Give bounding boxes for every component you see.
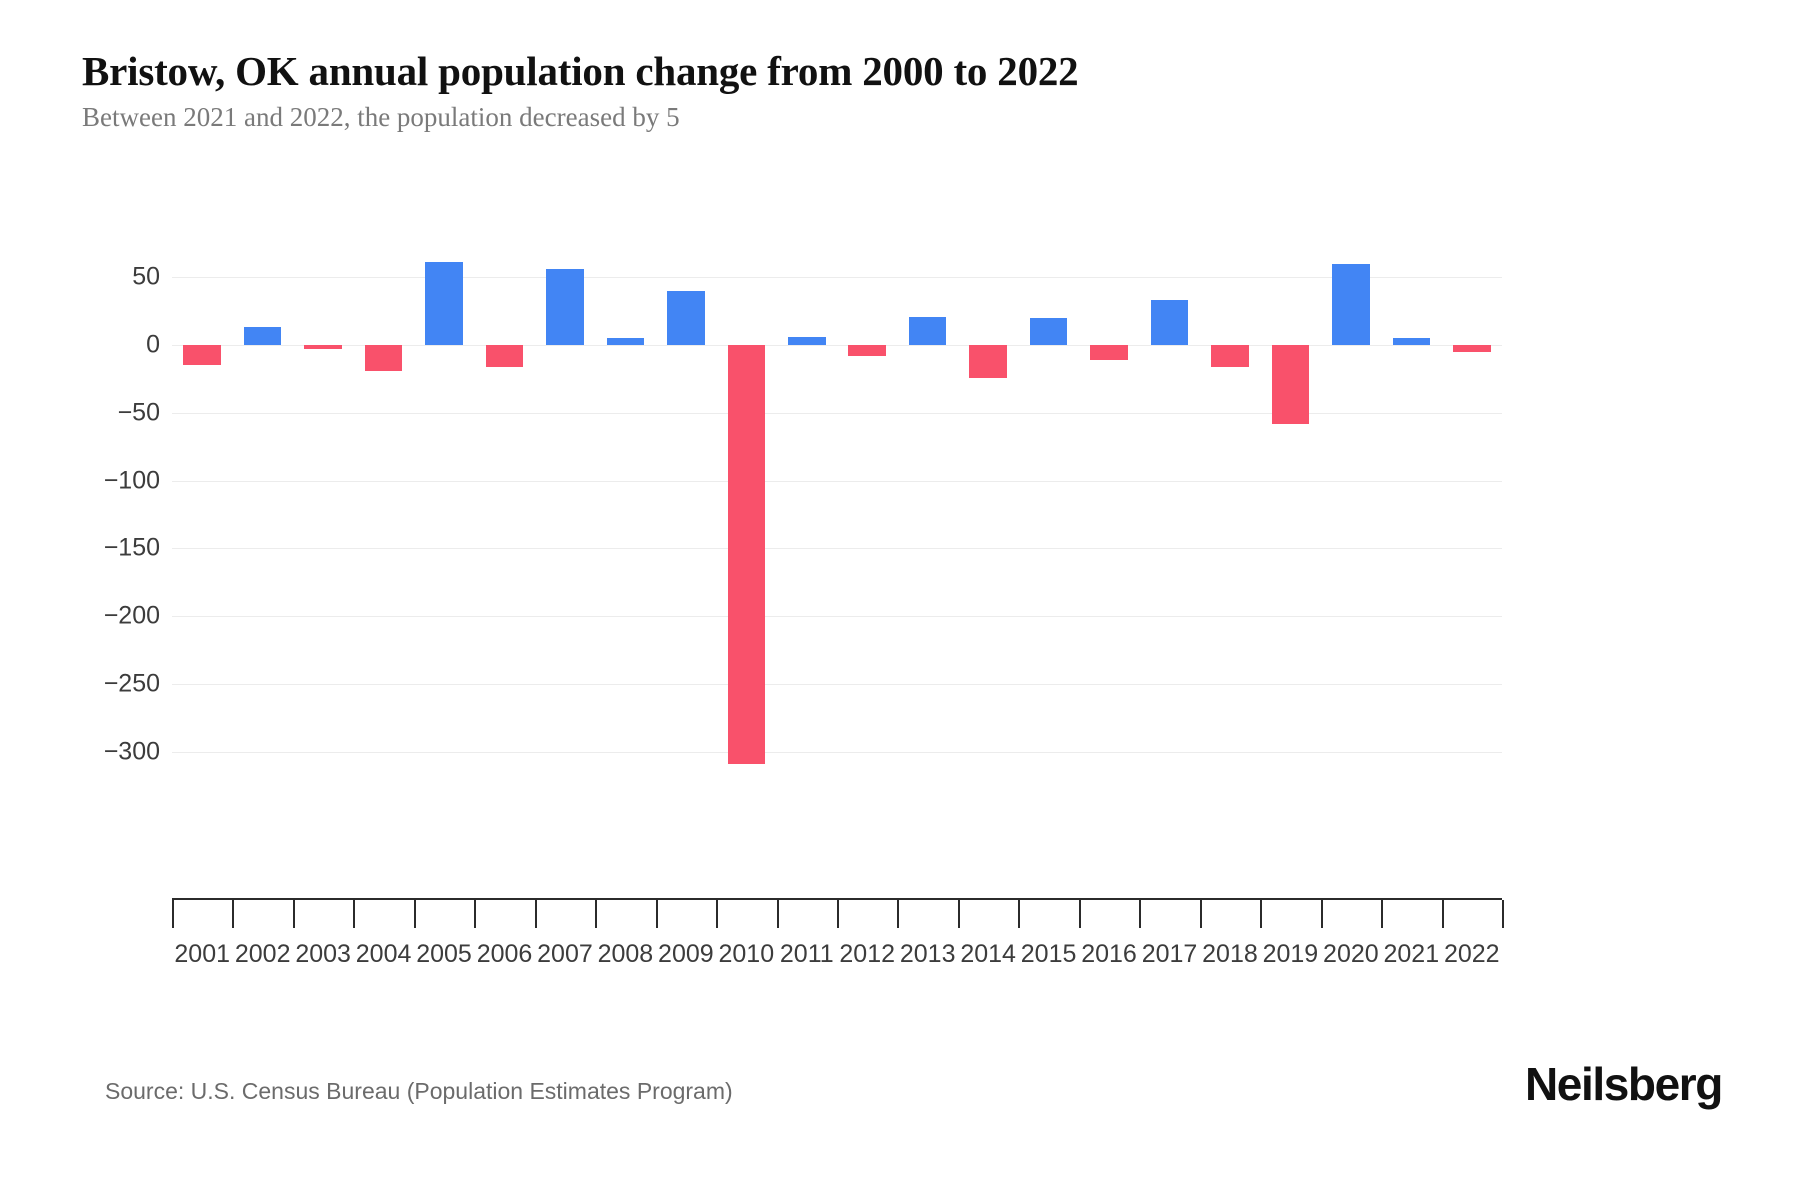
x-tick-label-2021: 2021 bbox=[1383, 940, 1440, 968]
chart-gridlines bbox=[172, 0, 1502, 1200]
x-tick-mark bbox=[1441, 900, 1444, 928]
bar-2016[interactable] bbox=[1090, 345, 1128, 360]
page-title: Bristow, OK annual population change fro… bbox=[82, 48, 1079, 94]
gridline-50 bbox=[172, 277, 1502, 279]
x-tick-label-2022: 2022 bbox=[1443, 940, 1500, 968]
x-tick-label-2005: 2005 bbox=[416, 940, 472, 968]
bar-2005[interactable] bbox=[425, 262, 463, 345]
bar-2022[interactable] bbox=[1453, 345, 1491, 352]
y-tick-label: −50 bbox=[117, 398, 160, 427]
x-tick-label-2010: 2010 bbox=[718, 940, 775, 968]
bar-2001[interactable] bbox=[183, 345, 221, 366]
x-tick-label-2018: 2018 bbox=[1202, 940, 1258, 968]
x-tick-label-2001: 2001 bbox=[174, 940, 231, 968]
bar-2017[interactable] bbox=[1150, 300, 1189, 345]
bar-2011[interactable] bbox=[788, 336, 826, 345]
x-axis-line bbox=[172, 898, 1502, 900]
bar-2020[interactable] bbox=[1332, 263, 1370, 345]
x-tick-label-2008: 2008 bbox=[597, 940, 654, 968]
x-tick-mark bbox=[353, 900, 356, 928]
bar-2009[interactable] bbox=[667, 290, 705, 345]
y-tick-label: 50 bbox=[132, 262, 160, 291]
bar-2012[interactable] bbox=[848, 345, 886, 356]
bar-2018[interactable] bbox=[1211, 345, 1249, 367]
x-tick-label-2007: 2007 bbox=[537, 940, 593, 968]
x-tick-mark bbox=[1502, 900, 1504, 928]
x-tick-mark bbox=[292, 900, 295, 928]
gridline--150 bbox=[172, 548, 1502, 550]
gridline--200 bbox=[172, 616, 1502, 617]
x-tick-label-2006: 2006 bbox=[476, 940, 533, 968]
gridline--250 bbox=[172, 683, 1502, 685]
bar-2013[interactable] bbox=[908, 316, 947, 345]
x-tick-label-2003: 2003 bbox=[295, 940, 351, 968]
gridline--50 bbox=[172, 412, 1502, 414]
brand-logo: Neilsberg bbox=[1524, 1058, 1723, 1110]
x-tick-label-2014: 2014 bbox=[960, 940, 1016, 968]
x-tick-label-2012: 2012 bbox=[839, 940, 896, 968]
x-tick-mark bbox=[172, 900, 174, 928]
x-tick-mark bbox=[655, 900, 658, 928]
bar-2021[interactable] bbox=[1392, 338, 1431, 345]
bar-2019[interactable] bbox=[1271, 345, 1310, 424]
bar-2008[interactable] bbox=[606, 338, 645, 345]
x-tick-mark bbox=[837, 900, 839, 928]
source-note: Source: U.S. Census Bureau (Population E… bbox=[105, 1078, 733, 1104]
bar-2014[interactable] bbox=[969, 345, 1007, 378]
bar-2010[interactable] bbox=[727, 345, 766, 764]
x-tick-mark bbox=[957, 900, 960, 928]
y-tick-label: −100 bbox=[103, 466, 160, 494]
x-tick-mark bbox=[1139, 900, 1142, 928]
y-tick-label: −250 bbox=[103, 669, 160, 698]
bar-2006[interactable] bbox=[485, 345, 524, 367]
x-tick-mark bbox=[1320, 900, 1323, 928]
x-tick-label-2020: 2020 bbox=[1323, 940, 1379, 968]
x-tick-mark bbox=[534, 900, 537, 928]
x-tick-mark bbox=[776, 900, 779, 928]
y-axis: 50 0 −50 −100 −150 −200 −250 −300 bbox=[0, 0, 160, 1200]
x-tick-label-2011: 2011 bbox=[779, 940, 834, 968]
bar-2002[interactable] bbox=[243, 327, 282, 345]
bar-series bbox=[172, 0, 1502, 1200]
y-tick-label: 0 bbox=[146, 330, 160, 359]
x-tick-label-2017: 2017 bbox=[1141, 940, 1198, 968]
x-tick-mark bbox=[1199, 900, 1202, 928]
x-tick-label-2009: 2009 bbox=[658, 940, 714, 968]
x-tick-label-2013: 2013 bbox=[899, 940, 956, 968]
x-tick-mark bbox=[595, 900, 598, 928]
x-tick-mark bbox=[1078, 900, 1081, 928]
chart-header: Bristow, OK annual population change fro… bbox=[82, 48, 1722, 134]
x-tick-label-2019: 2019 bbox=[1262, 940, 1319, 968]
x-tick-label-2015: 2015 bbox=[1020, 940, 1077, 968]
x-tick-label-2016: 2016 bbox=[1081, 940, 1137, 968]
y-tick-label: −300 bbox=[103, 737, 160, 765]
x-tick-mark bbox=[716, 900, 719, 928]
bar-2004[interactable] bbox=[364, 345, 403, 371]
x-tick-label-2004: 2004 bbox=[355, 940, 412, 968]
gridline--100 bbox=[172, 480, 1502, 482]
bar-2015[interactable] bbox=[1029, 317, 1068, 345]
bar-2007[interactable] bbox=[546, 269, 584, 345]
chart-subtitle: Between 2021 and 2022, the population de… bbox=[82, 102, 680, 133]
gridline-0 bbox=[172, 345, 1502, 346]
x-tick-mark bbox=[1381, 900, 1384, 928]
x-tick-mark bbox=[1018, 900, 1021, 928]
x-tick-label-2002: 2002 bbox=[234, 940, 291, 968]
x-tick-mark bbox=[1260, 900, 1263, 928]
y-tick-label: −200 bbox=[103, 601, 160, 630]
x-tick-mark bbox=[413, 900, 416, 928]
gridline--300 bbox=[172, 751, 1502, 753]
bar-2003[interactable] bbox=[304, 345, 342, 349]
x-tick-mark bbox=[232, 900, 235, 928]
x-tick-mark bbox=[897, 900, 900, 928]
y-tick-label: −150 bbox=[103, 533, 160, 562]
x-tick-mark bbox=[474, 900, 477, 928]
